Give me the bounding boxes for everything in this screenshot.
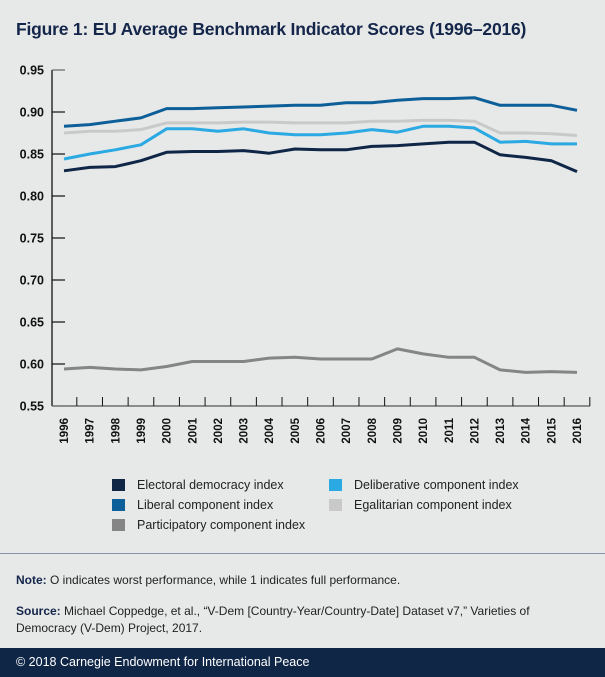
legend-label: Deliberative component index: [354, 478, 519, 492]
legend-item-egalitarian: Egalitarian component index: [329, 498, 512, 512]
x-tick-label: 2005: [290, 417, 302, 443]
series-line-participatory: [63, 347, 578, 374]
x-tick-label: 2000: [162, 418, 174, 444]
note: Note: O indicates worst performance, whi…: [16, 573, 400, 587]
legend-item-liberal: Liberal component index: [112, 498, 273, 512]
y-tick-label: 0.75: [20, 232, 44, 246]
x-tick-label: 2010: [418, 418, 430, 444]
legend-swatch: [112, 499, 125, 511]
series-lines: [63, 96, 578, 374]
source-label: Source:: [16, 604, 61, 618]
series-line-liberal: [63, 96, 578, 128]
legend-label: Participatory component index: [137, 518, 306, 532]
x-tick-label: 2013: [495, 418, 507, 444]
y-tick-label: 0.85: [20, 148, 44, 162]
x-tick-label: 2008: [367, 417, 379, 443]
legend-label: Electoral democracy index: [137, 478, 284, 492]
series-line-deliberative: [63, 124, 577, 161]
copyright: © 2018 Carnegie Endowment for Internatio…: [16, 655, 310, 669]
series-line-electoral: [63, 140, 578, 173]
legend-label: Egalitarian component index: [354, 498, 512, 512]
legend-swatch: [112, 479, 125, 491]
legend-label: Liberal component index: [137, 498, 274, 512]
x-tick-label: 1998: [110, 417, 122, 443]
x-tick-label: 2009: [392, 418, 404, 444]
x-tick-label: 2007: [341, 418, 353, 444]
y-tick-label: 0.90: [20, 106, 44, 120]
x-tick-label: 2002: [213, 418, 225, 444]
legend-swatch: [329, 499, 342, 511]
divider: [0, 553, 605, 554]
x-tick-label: 2006: [316, 418, 328, 444]
x-tick-label: 2001: [187, 417, 199, 443]
note-label: Note:: [16, 573, 47, 587]
legend-item-electoral: Electoral democracy index: [112, 478, 284, 492]
y-tick-label: 0.80: [20, 190, 44, 204]
x-tick-label: 1997: [85, 418, 97, 444]
figure-title: Figure 1: EU Average Benchmark Indicator…: [16, 19, 527, 39]
x-tick-label: 1996: [59, 418, 71, 444]
x-tick-label: 2011: [444, 417, 456, 443]
x-tick-label: 2014: [521, 417, 533, 443]
y-tick-label: 0.65: [20, 316, 44, 330]
legend-swatch: [329, 479, 342, 491]
legend-swatch: [112, 519, 125, 531]
x-tick-label: 2012: [469, 418, 481, 444]
x-tick-label: 2016: [572, 418, 584, 444]
x-tick-label: 2015: [546, 417, 558, 443]
source: Source: Michael Coppedge, et al., “V-Dem…: [16, 603, 576, 637]
x-tick-label: 2004: [264, 417, 276, 443]
y-tick-label: 0.95: [20, 64, 44, 78]
axes: 0.55 0.60 0.65 0.70 0.75 0.80 0.85 0.90 0.95 1996…: [20, 64, 591, 444]
source-text: Michael Coppedge, et al., “V-Dem [Countr…: [16, 604, 530, 635]
x-tick-label: 1999: [136, 418, 148, 444]
legend-item-participatory: Participatory component index: [112, 518, 305, 532]
line-chart: 0.55 0.60 0.65 0.70 0.75 0.80 0.85 0.90 0.95 1996…: [20, 64, 591, 444]
y-tick-label: 0.70: [20, 274, 44, 288]
series-line-egalitarian: [63, 118, 578, 137]
y-tick-label: 0.55: [20, 400, 44, 414]
y-tick-label: 0.60: [20, 358, 44, 372]
legend-item-deliberative: Deliberative component index: [329, 478, 519, 492]
x-tick-label: 2003: [239, 418, 251, 444]
note-text: O indicates worst performance, while 1 i…: [46, 573, 401, 587]
footer-bar: © 2018 Carnegie Endowment for Internatio…: [0, 648, 605, 677]
